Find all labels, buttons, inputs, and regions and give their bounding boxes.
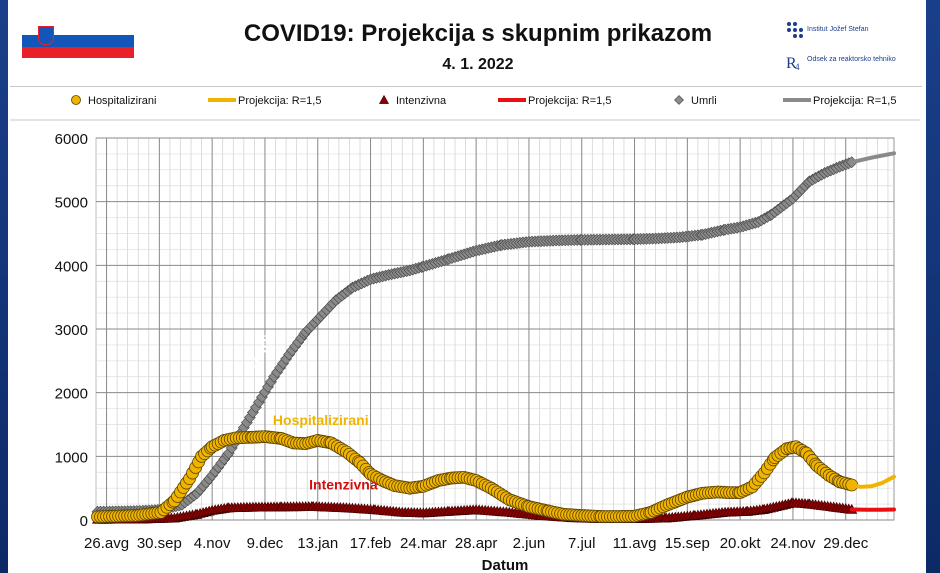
data-point (71, 95, 81, 105)
svg-text:4: 4 (795, 62, 800, 72)
page-date: 4. 1. 2022 (442, 56, 514, 73)
x-tick-label: 4.nov (194, 535, 231, 552)
page-title: COVID19: Projekcija s skupnim prikazom (243, 20, 713, 47)
department-name: Odsek za reaktorsko tehniko (807, 56, 896, 63)
legend: Hospitalizirani Projekcija: R=1,5 Intenziv… (71, 94, 896, 107)
x-tick-label: 9.dec (247, 535, 284, 552)
x-tick-label: 28.apr (455, 535, 498, 552)
series-hosp_proj (849, 474, 896, 489)
y-tick-label: 6000 (55, 131, 88, 148)
covid-chart: 0 1000 2000 3000 4000 5000 6000 26.avg 30.sep 4.n… (10, 94, 920, 573)
y-tick-label: 2000 (55, 386, 88, 403)
legend-label: Umrli (691, 95, 717, 107)
legend-label: Hospitalizirani (88, 95, 156, 107)
x-tick-label: 15.sep (665, 535, 710, 552)
legend-item: Projekcija: R=1,5 (498, 95, 611, 107)
legend-label: Projekcija: R=1,5 (238, 95, 321, 107)
x-tick-label: 11.avg (613, 535, 657, 552)
x-tick-label: 17.feb (350, 535, 392, 552)
svg-text:R: R (786, 55, 797, 72)
ijs-logo-icon: R 4 (786, 22, 803, 72)
annotation-label: Hospitalizirani (273, 412, 369, 428)
legend-label: Projekcija: R=1,5 (528, 95, 611, 107)
legend-item: Umrli (674, 95, 717, 107)
y-tick-label: 3000 (55, 322, 88, 339)
legend-item: Hospitalizirani (71, 95, 156, 107)
data-point (378, 94, 390, 104)
institute-logo: R 4 Institut Jožef Stefan Odsek za reakt… (783, 20, 923, 80)
x-tick-label: 2.jun (513, 535, 546, 552)
x-tick-label: 26.avg (84, 535, 129, 552)
x-tick-label: 24.nov (770, 535, 816, 552)
x-axis-label: Datum (482, 557, 529, 573)
x-tick-label: 29.dec (823, 535, 869, 552)
x-tick-label: 30.sep (137, 535, 182, 552)
y-tick-label: 1000 (55, 449, 88, 466)
legend-label: Intenzivna (396, 95, 447, 107)
data-point (674, 95, 684, 105)
slide: COVID19: Projekcija s skupnim prikazom 4… (8, 0, 926, 573)
slovenia-flag-icon (22, 24, 134, 58)
x-tick-label: 7.jul (568, 535, 596, 552)
y-tick-label: 5000 (55, 195, 88, 212)
annotation-label: Intenzivna (309, 476, 378, 492)
header-divider (10, 86, 922, 87)
projection-line (849, 151, 896, 165)
legend-item: Projekcija: R=1,5 (208, 95, 321, 107)
x-tick-label: 20.okt (720, 535, 762, 552)
legend-item: Projekcija: R=1,5 (783, 95, 896, 107)
y-tick-label: 4000 (55, 258, 88, 275)
legend-item: Intenzivna (378, 94, 447, 107)
x-tick-label: 13.jan (297, 535, 338, 552)
institute-name: Institut Jožef Stefan (807, 26, 869, 33)
series-deaths_proj (849, 151, 896, 165)
y-tick-label: 0 (80, 513, 88, 530)
projection-line (849, 474, 896, 489)
series-hosp (91, 430, 859, 524)
legend-label: Projekcija: R=1,5 (813, 95, 896, 107)
x-tick-label: 24.mar (400, 535, 447, 552)
